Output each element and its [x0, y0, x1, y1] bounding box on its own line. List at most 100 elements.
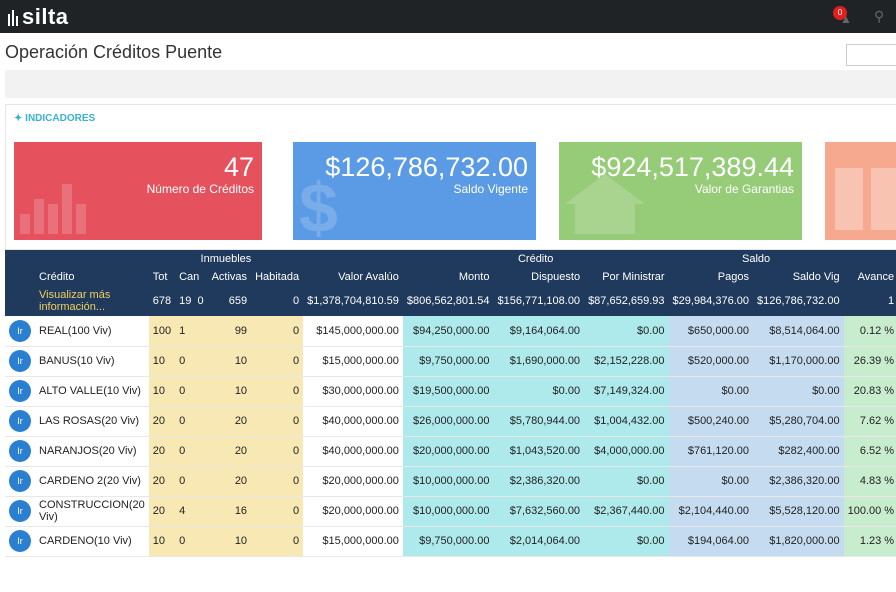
creditos-table: Inmuebles Crédito Saldo Crédito Tot Can … — [5, 250, 896, 557]
ir-button[interactable]: Ir — [9, 410, 31, 432]
col-dispuesto[interactable]: Dispuesto — [493, 268, 585, 286]
table-row: Ir CARDENO 2(20 Viv) 20 0 20 0 $20,000,000.00 $… — [5, 466, 896, 497]
row-name: CARDENO(10 Viv) — [35, 526, 149, 557]
row-tot: 20 — [148, 436, 176, 467]
table-row: Ir BANUS(10 Viv) 10 0 10 0 $15,000,000.00 $9,75… — [5, 346, 896, 377]
row-saldo-vig: $5,528,120.00 — [753, 496, 844, 527]
row-dispuesto: $2,014,064.00 — [493, 526, 585, 557]
col-valor[interactable]: Valor Avalúo — [303, 268, 403, 286]
row-saldo-vig: $0.00 — [753, 376, 844, 407]
row-action-cell: Ir — [5, 436, 35, 467]
row-activas: 99 — [207, 316, 252, 347]
filter-input[interactable] — [846, 44, 896, 66]
group-inmuebles: Inmuebles — [148, 250, 304, 268]
table-row: Ir CARDENO(10 Viv) 10 0 10 0 $15,000,000.00 $9,… — [5, 526, 896, 557]
total-pagos: $29,984,376.00 — [668, 286, 753, 316]
group-credito: Crédito — [402, 250, 669, 268]
notification-badge[interactable]: 0 — [833, 6, 847, 20]
row-valor: $145,000,000.00 — [303, 316, 403, 347]
row-can: 0 — [175, 346, 208, 377]
row-name: ALTO VALLE(10 Viv) — [35, 376, 149, 407]
row-saldo-vig: $1,820,000.00 — [753, 526, 844, 557]
row-dispuesto: $2,386,320.00 — [493, 466, 585, 497]
row-action-cell: Ir — [5, 496, 35, 527]
row-pagos: $761,120.00 — [668, 436, 753, 467]
table-row: Ir CONSTRUCCION(20 Viv) 20 4 16 0 $20,000,000.… — [5, 496, 896, 527]
row-avance: 4.83 % — [843, 466, 896, 497]
row-dispuesto: $5,780,944.00 — [493, 406, 585, 437]
ir-button[interactable]: Ir — [9, 380, 31, 402]
row-valor: $15,000,000.00 — [303, 526, 403, 557]
ir-button[interactable]: Ir — [9, 440, 31, 462]
row-tot: 20 — [148, 406, 176, 437]
card-garantias[interactable]: $924,517,389.44 Valor de Garantias — [559, 142, 802, 240]
row-dispuesto: $9,164,064.00 — [493, 316, 585, 347]
row-monto: $9,750,000.00 — [402, 526, 494, 557]
total-avance: 1 — [843, 286, 896, 316]
row-tot: 100 — [148, 316, 176, 347]
row-habitada: 0 — [251, 346, 304, 377]
ir-button[interactable]: Ir — [9, 530, 31, 552]
row-monto: $10,000,000.00 — [402, 466, 494, 497]
search-icon[interactable]: ⚲ — [874, 8, 885, 24]
card-saldo-vigente[interactable]: $ $126,786,732.00 Saldo Vigente — [293, 142, 536, 240]
ir-button[interactable]: Ir — [9, 500, 31, 522]
row-pagos: $2,104,440.00 — [668, 496, 753, 527]
col-credito[interactable]: Crédito — [35, 268, 149, 286]
total-activas: 659 — [207, 286, 252, 316]
indicators-panel: ✦ INDICADORES 47 Número de Créditos $ $1… — [5, 104, 896, 250]
row-activas: 10 — [207, 346, 252, 377]
row-action-cell: Ir — [5, 526, 35, 557]
row-por-ministrar: $0.00 — [584, 316, 669, 347]
col-saldo-vig[interactable]: Saldo Vig — [753, 268, 844, 286]
row-avance: 0.12 % — [843, 316, 896, 347]
table-row: Ir REAL(100 Viv) 100 1 99 0 $145,000,000.00 $94… — [5, 316, 896, 347]
col-pagos[interactable]: Pagos — [668, 268, 753, 286]
total-por-ministrar: $87,652,659.93 — [584, 286, 669, 316]
table-row: Ir NARANJOS(20 Viv) 20 0 20 0 $40,000,000.00 $2… — [5, 436, 896, 467]
col-monto[interactable]: Monto — [402, 268, 494, 286]
row-monto: $10,000,000.00 — [402, 496, 494, 527]
col-habitada[interactable]: Habitada — [251, 268, 304, 286]
row-tot: 10 — [148, 526, 176, 557]
row-can: 0 — [175, 436, 208, 467]
row-habitada: 0 — [251, 376, 304, 407]
table-row: Ir LAS ROSAS(20 Viv) 20 0 20 0 $40,000,000.00 $… — [5, 406, 896, 437]
ir-button[interactable]: Ir — [9, 319, 31, 342]
total-can: 19 0 — [175, 286, 208, 316]
bell-icon[interactable]: ▲ — [840, 12, 852, 26]
row-action-cell: Ir — [5, 406, 35, 437]
row-activas: 10 — [207, 376, 252, 407]
ir-button[interactable]: Ir — [9, 350, 31, 372]
col-por-ministrar[interactable]: Por Ministrar — [584, 268, 669, 286]
total-can-value-2: 0 — [197, 295, 204, 307]
total-tot: 678 — [148, 286, 176, 316]
more-info-link[interactable]: Visualizar más información... — [35, 286, 149, 316]
card-label: Valor de Garantias — [694, 182, 794, 196]
row-por-ministrar: $2,367,440.00 — [584, 496, 669, 527]
row-habitada: 0 — [251, 316, 304, 347]
row-can: 0 — [175, 406, 208, 437]
total-monto: $806,562,801.54 — [402, 286, 494, 316]
row-habitada: 0 — [251, 466, 304, 497]
row-can: 0 — [175, 526, 208, 557]
logo[interactable]: silta — [8, 4, 69, 32]
row-activas: 20 — [207, 436, 252, 467]
card-partial[interactable] — [825, 142, 896, 240]
total-can-value: 19 — [179, 295, 192, 307]
house-icon — [565, 174, 645, 234]
row-dispuesto: $1,690,000.00 — [493, 346, 585, 377]
col-activas[interactable]: Activas — [207, 268, 252, 286]
ir-button[interactable]: Ir — [9, 470, 31, 492]
row-monto: $26,000,000.00 — [402, 406, 494, 437]
col-tot[interactable]: Tot — [148, 268, 176, 286]
card-value: $126,786,732.00 — [325, 152, 528, 182]
col-can[interactable]: Can — [175, 268, 208, 286]
row-can: 4 — [175, 496, 208, 527]
row-tot: 10 — [148, 346, 176, 377]
row-name: LAS ROSAS(20 Viv) — [35, 406, 149, 437]
row-pagos: $0.00 — [668, 466, 753, 497]
card-creditos[interactable]: 47 Número de Créditos — [14, 142, 262, 240]
col-avance[interactable]: Avance — [843, 268, 896, 286]
row-can: 0 — [175, 466, 208, 497]
